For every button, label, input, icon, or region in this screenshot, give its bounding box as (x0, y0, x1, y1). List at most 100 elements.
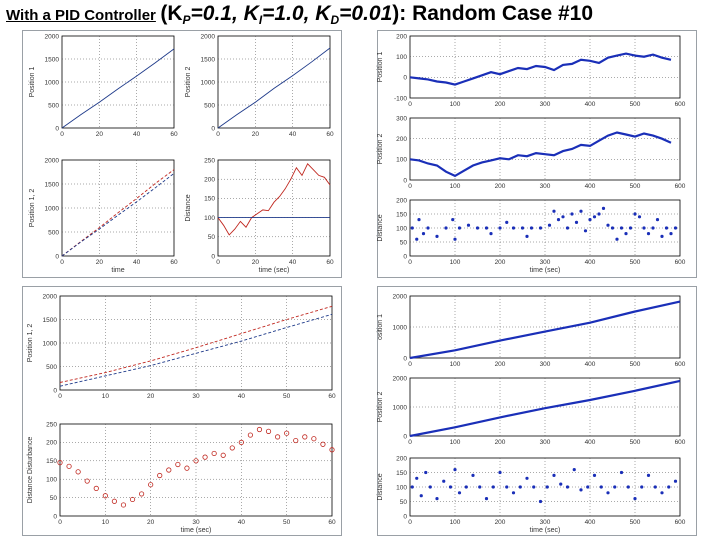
data-point (606, 491, 610, 495)
data-point (202, 454, 208, 460)
data-point (583, 229, 588, 233)
data-point (588, 218, 592, 222)
series-line-0 (409, 300, 681, 360)
data-point (93, 485, 99, 491)
data-point (311, 436, 317, 442)
y-axis-label: Position 1, 2 (29, 189, 36, 228)
data-point (525, 476, 529, 480)
y-axis-label: Position 1, 2 (27, 324, 34, 363)
data-point (238, 439, 244, 445)
data-point (175, 461, 181, 468)
x-tick-label: 600 (675, 439, 686, 446)
data-point (561, 215, 565, 219)
x-tick-label: 10 (102, 393, 110, 400)
data-point (669, 232, 673, 236)
x-tick-label: 40 (238, 393, 246, 400)
x-tick-label: 50 (283, 393, 291, 400)
data-point (424, 470, 428, 475)
title-suffix: ): Random Case #10 (392, 2, 593, 25)
data-point (505, 220, 509, 224)
x-tick-label: 100 (450, 519, 461, 526)
y-tick-label: 150 (204, 196, 215, 203)
x-tick-label: 300 (540, 183, 551, 190)
y-tick-label: 1000 (45, 79, 60, 86)
data-point (505, 485, 509, 489)
data-point (626, 485, 630, 489)
data-point (444, 226, 448, 230)
data-point (320, 441, 326, 447)
title-kd-sub: D (330, 13, 340, 28)
data-point (552, 473, 556, 477)
data-point (489, 232, 493, 236)
series-line-0 (217, 47, 331, 129)
x-tick-label: 500 (630, 259, 641, 266)
x-tick-label: 0 (408, 361, 412, 368)
x-tick-label: 100 (450, 439, 461, 446)
data-point (451, 218, 455, 222)
y-tick-label: 1500 (43, 317, 58, 324)
y-tick-label: 2000 (45, 33, 60, 40)
data-point (624, 232, 628, 236)
data-point (642, 226, 646, 230)
x-tick-label: 30 (192, 393, 200, 400)
y-tick-label: 500 (204, 102, 215, 109)
data-point (615, 237, 619, 241)
data-point (491, 485, 495, 489)
x-tick-label: 200 (495, 439, 506, 446)
data-point (599, 485, 603, 489)
data-point (129, 496, 136, 503)
data-point (511, 226, 516, 230)
x-tick-label: 500 (630, 439, 641, 446)
plot-frame (217, 35, 331, 129)
x-axis-label: time (111, 267, 124, 274)
x-tick-label: 60 (326, 259, 334, 266)
x-tick-label: 40 (289, 259, 297, 266)
data-point (651, 226, 655, 230)
data-point (579, 488, 583, 492)
data-point (442, 479, 446, 483)
y-tick-label: 150 (396, 211, 407, 218)
chart-q4b: 0 100 200 300 400 500 600 0 1000 2000 Position 2 (377, 375, 686, 446)
chart-q2c: 0 100 200 300 400 500 600 0 50 100 150 200 time (sec… (377, 197, 686, 274)
data-point (633, 212, 637, 216)
y-tick-label: 300 (396, 115, 407, 122)
chart-q1b: 0 20 40 60 0 500 1000 1500 2000 Position 2 (185, 33, 334, 138)
series-line-1 (61, 173, 175, 257)
data-point (466, 223, 471, 227)
data-point (673, 226, 678, 230)
x-tick-label: 60 (170, 131, 178, 138)
data-point (660, 491, 664, 495)
x-tick-label: 0 (408, 519, 412, 526)
data-point (435, 496, 439, 501)
data-point (538, 226, 543, 230)
x-tick-label: 20 (96, 131, 104, 138)
data-point (415, 237, 419, 241)
x-tick-label: 400 (585, 361, 596, 368)
chart-q2b: 0 100 200 300 400 500 600 0 100 200 300 Position 2 (377, 115, 686, 190)
data-point (457, 226, 462, 230)
x-tick-label: 500 (630, 183, 641, 190)
plot-frame (217, 159, 331, 257)
x-tick-label: 400 (585, 101, 596, 108)
y-tick-label: 150 (396, 470, 407, 477)
x-axis-label: time (sec) (530, 267, 561, 274)
y-tick-label: 0 (403, 513, 407, 520)
data-point (673, 479, 678, 483)
y-tick-label: 150 (46, 458, 57, 465)
data-point (565, 485, 570, 489)
y-tick-label: 100 (396, 225, 407, 232)
data-point (498, 470, 502, 475)
data-point (471, 473, 475, 477)
x-tick-label: 50 (283, 519, 291, 526)
data-point (111, 498, 118, 504)
data-point (302, 434, 308, 440)
y-axis-label: Position 2 (185, 67, 192, 98)
x-tick-label: 600 (675, 519, 686, 526)
chart-q1d: 0 20 40 60 0 50 100 150 200 250 time (sec) Distance (185, 157, 334, 274)
data-point (417, 218, 421, 222)
x-tick-label: 200 (495, 101, 506, 108)
series-line-0 (61, 48, 175, 129)
y-tick-label: 250 (204, 157, 215, 164)
y-tick-label: 0 (53, 387, 57, 394)
